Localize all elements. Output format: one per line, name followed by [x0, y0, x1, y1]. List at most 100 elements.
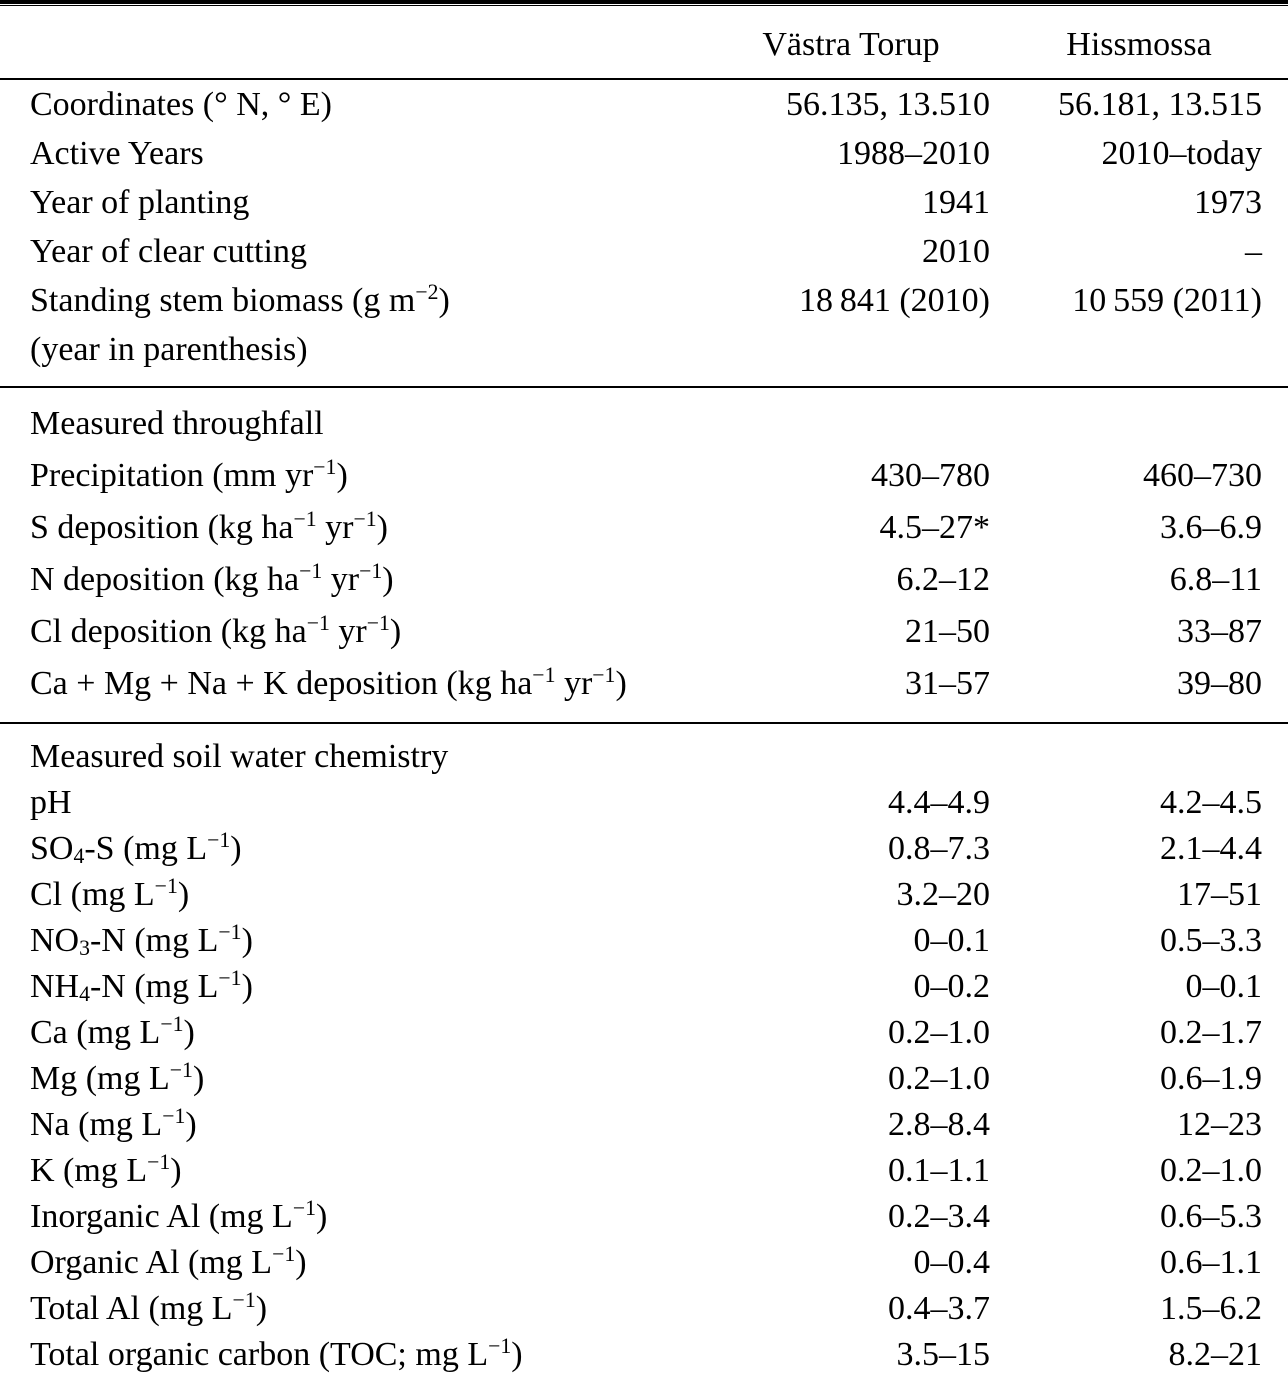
table-row: Inorganic Al (mg L−1) 0.2–3.4 0.6–5.3 [0, 1194, 1288, 1240]
value-hissmossa: 17–51 [1177, 876, 1262, 913]
row-label-line1: Year of planting [30, 184, 250, 221]
value-vastra-torup: 0–0.4 [913, 1244, 991, 1281]
value-vastra-torup: 31–57 [905, 665, 990, 702]
table-row: Organic Al (mg L−1) 0–0.4 0.6–1.1 [0, 1240, 1288, 1286]
row-label: Total Al (mg L−1) [0, 1286, 712, 1332]
value-hissmossa: 1.5–6.2 [1160, 1290, 1262, 1327]
row-label: SO4-S (mg L−1) [0, 826, 712, 872]
row-label: Cl (mg L−1) [0, 872, 712, 918]
value-vastra-torup: 2.8–8.4 [888, 1106, 990, 1143]
value-hissmossa: 6.8–11 [1169, 561, 1262, 598]
table-row: Ca (mg L−1) 0.2–1.0 0.2–1.7 [0, 1010, 1288, 1056]
table-row: Cl deposition (kg ha−1 yr−1) 21–50 33–87 [0, 606, 1288, 658]
value-hissmossa: 0.2–1.7 [1160, 1014, 1262, 1051]
table-row: Total organic carbon (TOC; mg L−1) 3.5–15… [0, 1332, 1288, 1390]
value-hissmossa: 8.2–21 [1168, 1336, 1263, 1373]
row-label: N deposition (kg ha−1 yr−1) [0, 554, 712, 606]
value-vastra-torup: 2010 [922, 233, 990, 270]
row-label-line1: NH4-N (mg L−1) [30, 966, 253, 1006]
value-vastra-torup: 56.135, 13.510 [786, 86, 990, 123]
table-row: SO4-S (mg L−1) 0.8–7.3 2.1–4.4 [0, 826, 1288, 872]
value-hissmossa: 4.2–4.5 [1160, 784, 1262, 821]
header-empty-cell [0, 6, 712, 80]
row-label-line1: Active Years [30, 135, 204, 172]
row-label: Organic Al (mg L−1) [0, 1240, 712, 1286]
site-characteristics-table: Västra Torup Hissmossa Coordinates (° N,… [0, 6, 1288, 1390]
row-label: Ca + Mg + Na + K deposition (kg ha−1 yr−… [0, 658, 712, 723]
row-label: Coordinates (° N, ° E) [0, 79, 712, 129]
value-vastra-torup: 0.1–1.1 [888, 1152, 990, 1189]
row-label-line1: Cl deposition (kg ha−1 yr−1) [30, 611, 402, 650]
table-row: Active Years 1988–2010 2010–today [0, 129, 1288, 178]
table-section-0: Coordinates (° N, ° E) 56.135, 13.510 56.1… [0, 79, 1288, 387]
row-label-line1: Cl (mg L−1) [30, 874, 190, 913]
value-vastra-torup: 0–0.2 [913, 968, 991, 1005]
table-row: Standing stem biomass (g m−2) (year in pa… [0, 276, 1288, 387]
value-vastra-torup: 430–780 [871, 457, 990, 494]
table-row: Cl (mg L−1) 3.2–20 17–51 [0, 872, 1288, 918]
row-label-line1: N deposition (kg ha−1 yr−1) [30, 559, 394, 598]
row-label-line1: Total organic carbon (TOC; mg L−1) [30, 1334, 523, 1373]
section-title-row: Measured soil water chemistry [0, 722, 1288, 780]
row-label-line1: S deposition (kg ha−1 yr−1) [30, 507, 388, 546]
row-label: Inorganic Al (mg L−1) [0, 1194, 712, 1240]
table-row: pH 4.4–4.9 4.2–4.5 [0, 780, 1288, 826]
row-label: Year of planting [0, 178, 712, 227]
value-hissmossa: 2010–today [1101, 135, 1262, 172]
table-row: Coordinates (° N, ° E) 56.135, 13.510 56.1… [0, 79, 1288, 129]
row-label: Year of clear cutting [0, 227, 712, 276]
row-label-line1: NO3-N (mg L−1) [30, 920, 253, 960]
row-label-line1: Inorganic Al (mg L−1) [30, 1196, 328, 1235]
row-label: Mg (mg L−1) [0, 1056, 712, 1102]
table-row: Year of planting 1941 1973 [0, 178, 1288, 227]
row-label-line1: Standing stem biomass (g m−2) [30, 280, 450, 319]
value-hissmossa: 56.181, 13.515 [1058, 86, 1262, 123]
table-row: Total Al (mg L−1) 0.4–3.7 1.5–6.2 [0, 1286, 1288, 1332]
row-label-line2: (year in parenthesis) [30, 331, 308, 368]
value-vastra-torup: 1988–2010 [837, 135, 990, 172]
row-label-line1: pH [30, 784, 72, 821]
table-row: N deposition (kg ha−1 yr−1) 6.2–12 6.8–11 [0, 554, 1288, 606]
value-vastra-torup: 21–50 [905, 613, 990, 650]
table-top-rule-thick [0, 0, 1288, 4]
value-vastra-torup: 0.4–3.7 [888, 1290, 990, 1327]
row-label-line1: Precipitation (mm yr−1) [30, 455, 348, 494]
header-site-vastra-torup: Västra Torup [712, 6, 990, 80]
row-label-line1: SO4-S (mg L−1) [30, 828, 242, 868]
value-vastra-torup: 0–0.1 [913, 922, 991, 959]
row-label-line1: Coordinates (° N, ° E) [30, 86, 332, 123]
value-hissmossa: 460–730 [1143, 457, 1262, 494]
table-row: NO3-N (mg L−1) 0–0.1 0.5–3.3 [0, 918, 1288, 964]
value-vastra-torup: 0.2–1.0 [888, 1060, 990, 1097]
value-hissmossa: 39–80 [1177, 665, 1262, 702]
header-row: Västra Torup Hissmossa [0, 6, 1288, 80]
row-label-line1: Ca (mg L−1) [30, 1012, 195, 1051]
table-row: S deposition (kg ha−1 yr−1) 4.5–27* 3.6–6.… [0, 502, 1288, 554]
value-hissmossa: 0.6–1.1 [1160, 1244, 1262, 1281]
row-label-line1: Na (mg L−1) [30, 1104, 197, 1143]
value-hissmossa: 33–87 [1177, 613, 1262, 650]
value-hissmossa: 0–0.1 [1185, 968, 1263, 1005]
value-vastra-torup: 6.2–12 [896, 561, 991, 598]
row-label: K (mg L−1) [0, 1148, 712, 1194]
value-vastra-torup: 4.5–27* [879, 509, 991, 546]
value-hissmossa: 0.6–5.3 [1160, 1198, 1262, 1235]
row-label: NO3-N (mg L−1) [0, 918, 712, 964]
row-label: pH [0, 780, 712, 826]
table-row: Precipitation (mm yr−1) 430–780 460–730 [0, 450, 1288, 502]
value-hissmossa: 12–23 [1177, 1106, 1262, 1143]
value-vastra-torup: 0.2–1.0 [888, 1014, 990, 1051]
value-vastra-torup: 3.2–20 [896, 876, 991, 913]
table-row: Ca + Mg + Na + K deposition (kg ha−1 yr−… [0, 658, 1288, 723]
row-label-line1: Total Al (mg L−1) [30, 1288, 268, 1327]
value-vastra-torup: 4.4–4.9 [888, 784, 990, 821]
value-hissmossa: 0.6–1.9 [1160, 1060, 1262, 1097]
row-label-line1: Mg (mg L−1) [30, 1058, 205, 1097]
value-hissmossa: – [1245, 233, 1262, 270]
value-hissmossa: 3.6–6.9 [1160, 509, 1262, 546]
row-label: Standing stem biomass (g m−2) (year in pa… [0, 276, 712, 387]
value-vastra-torup: 0.2–3.4 [888, 1198, 990, 1235]
table-section-1: Measured throughfall Precipitation (mm yr… [0, 386, 1288, 723]
table-row: K (mg L−1) 0.1–1.1 0.2–1.0 [0, 1148, 1288, 1194]
